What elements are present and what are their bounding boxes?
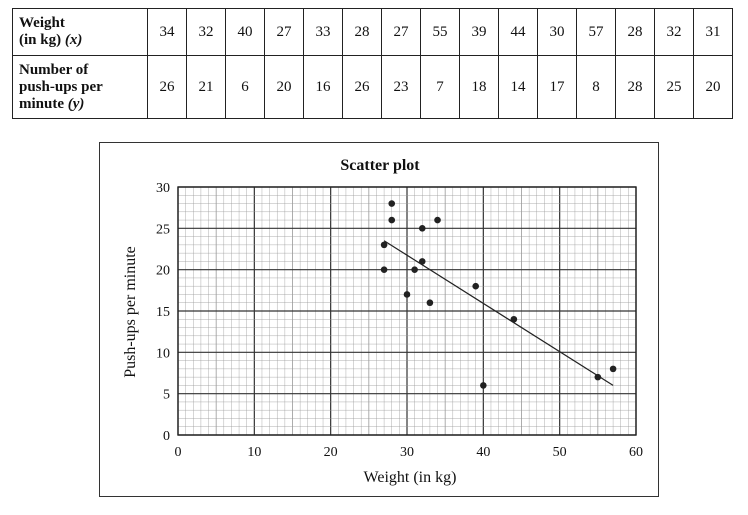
weight-cell: 39 <box>459 8 499 56</box>
pushups-symbol: (y) <box>67 95 85 112</box>
data-point <box>594 373 602 381</box>
weight-row-header: Weight (in kg) (x) <box>12 8 148 56</box>
x-tick-label: 30 <box>400 445 414 460</box>
pushups-cell: 20 <box>693 55 733 119</box>
weight-cell: 28 <box>342 8 382 56</box>
pushups-row: Number of push-ups per minute (y) 26 21 … <box>12 55 733 119</box>
pushups-cell: 6 <box>225 55 265 119</box>
pushups-cell: 25 <box>654 55 694 119</box>
x-tick-label: 0 <box>175 445 182 460</box>
weight-unit-label: (in kg) <box>19 32 62 48</box>
x-tick-label: 60 <box>629 445 643 460</box>
y-axis-label: Push-ups per minute <box>122 246 139 378</box>
x-tick-label: 40 <box>476 445 490 460</box>
y-tick-label: 25 <box>156 222 170 237</box>
weight-cell: 32 <box>654 8 694 56</box>
weight-symbol: (x) <box>64 32 83 48</box>
pushups-cell: 18 <box>459 55 499 119</box>
weight-row: Weight (in kg) (x) 34 32 40 27 33 28 27 … <box>12 8 733 56</box>
trend-line <box>383 240 614 386</box>
x-tick-label: 50 <box>553 445 567 460</box>
data-point <box>418 225 426 232</box>
pushups-label-line3: minute <box>19 95 64 112</box>
x-axis-label: Weight (in kg) <box>364 469 457 486</box>
pushups-cell: 28 <box>615 55 655 119</box>
pushups-cell: 20 <box>264 55 304 119</box>
data-point <box>480 382 487 389</box>
y-tick-label: 10 <box>156 346 170 361</box>
data-point <box>388 200 396 207</box>
y-tick-label: 30 <box>156 181 170 196</box>
y-tick-label: 20 <box>156 264 170 279</box>
weight-cell: 57 <box>576 8 616 56</box>
data-point <box>380 266 388 273</box>
y-tick-label: 15 <box>156 305 170 320</box>
pushups-label-line2: push-ups per <box>19 78 103 95</box>
pushups-label-line1: Number of <box>19 61 89 78</box>
pushups-cell: 16 <box>303 55 343 119</box>
data-point <box>426 299 434 307</box>
weight-cell: 27 <box>264 8 304 56</box>
data-table: Weight (in kg) (x) 34 32 40 27 33 28 27 … <box>12 8 733 119</box>
pushups-cell: 23 <box>381 55 421 119</box>
data-point <box>472 282 480 290</box>
y-tick-label: 5 <box>163 388 170 403</box>
pushups-row-header: Number of push-ups per minute (y) <box>12 55 148 119</box>
data-point <box>403 291 411 298</box>
data-point <box>434 216 441 224</box>
data-point <box>411 266 418 273</box>
y-tick-label: 0 <box>163 429 170 444</box>
data-point <box>418 258 426 265</box>
weight-cell: 32 <box>186 8 226 56</box>
scatter-chart-frame <box>99 142 659 497</box>
x-tick-label: 20 <box>324 445 338 460</box>
pushups-cell: 21 <box>186 55 226 119</box>
pushups-cell: 26 <box>342 55 382 119</box>
data-point <box>380 241 388 249</box>
weight-label: Weight <box>19 15 65 31</box>
plot-area-border <box>177 186 637 436</box>
x-tick-label: 10 <box>247 445 261 460</box>
data-point <box>510 315 518 323</box>
weight-cell: 31 <box>693 8 733 56</box>
data-point <box>609 365 617 373</box>
chart-title: Scatter plot <box>340 157 420 174</box>
weight-cell: 33 <box>303 8 343 56</box>
data-point <box>388 216 396 224</box>
